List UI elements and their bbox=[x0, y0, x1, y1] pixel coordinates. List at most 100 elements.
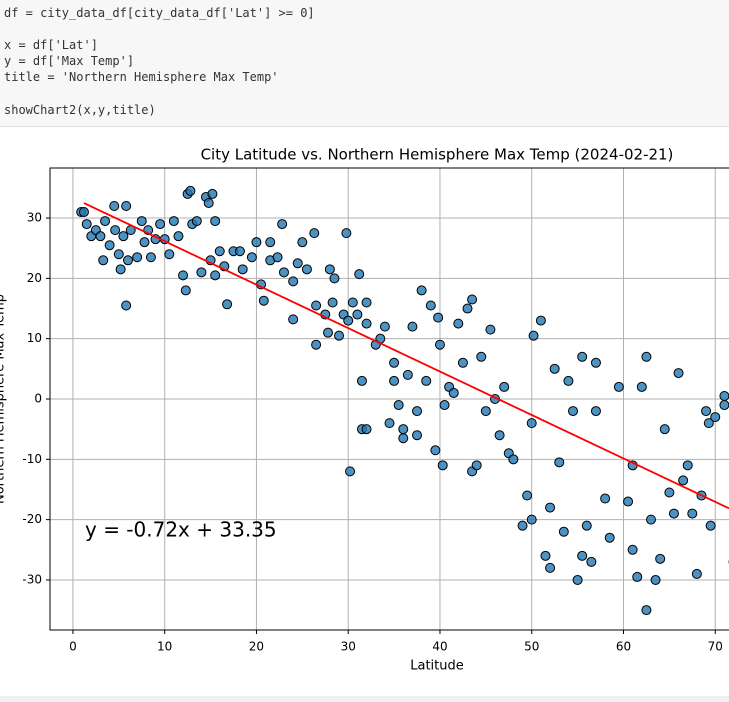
scatter-point bbox=[173, 231, 184, 242]
scatter-point bbox=[329, 273, 340, 284]
scatter-point bbox=[155, 219, 166, 230]
scatter-point bbox=[115, 264, 126, 275]
scatter-point bbox=[467, 294, 478, 305]
footer bbox=[0, 696, 729, 702]
scatter-point bbox=[113, 249, 124, 260]
scatter-point bbox=[222, 299, 233, 310]
chart-title: City Latitude vs. Northern Hemisphere Ma… bbox=[201, 146, 674, 164]
scatter-point bbox=[210, 216, 221, 227]
y-tick-label: 20 bbox=[27, 271, 42, 285]
scatter-point bbox=[522, 490, 533, 501]
scatter-point bbox=[600, 493, 611, 504]
scatter-point bbox=[191, 216, 202, 227]
scatter-point bbox=[655, 553, 666, 564]
scatter-point bbox=[494, 430, 505, 441]
scatter-point bbox=[623, 496, 634, 507]
scatter-point bbox=[343, 315, 354, 326]
scatter-point bbox=[277, 219, 288, 230]
scatter-point bbox=[526, 418, 537, 429]
scatter-point bbox=[710, 412, 721, 423]
scatter-point bbox=[292, 258, 303, 269]
scatter-point bbox=[545, 562, 556, 573]
scatter-point bbox=[641, 351, 652, 362]
scatter-point bbox=[109, 200, 120, 211]
scatter-point bbox=[412, 406, 423, 417]
scatter-point bbox=[393, 400, 404, 411]
x-tick-label: 70 bbox=[708, 640, 723, 654]
scatter-point bbox=[180, 285, 191, 296]
chart: City Latitude vs. Northern Hemisphere Ma… bbox=[0, 146, 729, 674]
scatter-point bbox=[421, 375, 432, 386]
scatter-point bbox=[412, 430, 423, 441]
scatter-point bbox=[691, 568, 702, 579]
scatter-point bbox=[659, 424, 670, 435]
scatter-point bbox=[499, 381, 510, 392]
scatter-point bbox=[701, 406, 712, 417]
scatter-point bbox=[650, 574, 661, 585]
x-tick-label: 60 bbox=[616, 640, 631, 654]
scatter-point bbox=[121, 200, 132, 211]
scatter-point bbox=[476, 351, 487, 362]
scatter-point bbox=[118, 231, 129, 242]
scatter-point bbox=[324, 264, 335, 275]
scatter-point bbox=[448, 387, 459, 398]
scatter-point bbox=[719, 400, 729, 411]
scatter-point bbox=[572, 574, 583, 585]
scatter-point bbox=[430, 445, 441, 456]
scatter-point bbox=[207, 188, 218, 199]
scatter-point bbox=[535, 315, 546, 326]
scatter-point bbox=[311, 339, 322, 350]
scatter-point bbox=[549, 363, 560, 374]
x-tick-label: 30 bbox=[341, 640, 356, 654]
scatter-point bbox=[384, 418, 395, 429]
scatter-point bbox=[178, 270, 189, 281]
scatter-point bbox=[705, 520, 716, 531]
code-line: showChart2(x,y,title) bbox=[4, 103, 156, 117]
scatter-point bbox=[210, 270, 221, 281]
x-axis-label: Latitude bbox=[410, 659, 464, 674]
y-tick-label: 0 bbox=[34, 392, 42, 406]
scatter-point bbox=[265, 237, 276, 248]
scatter-point bbox=[361, 424, 372, 435]
scatter-point bbox=[590, 406, 601, 417]
scatter-point bbox=[719, 390, 729, 401]
scatter-point bbox=[540, 550, 551, 561]
scatter-point bbox=[168, 216, 179, 227]
scatter-point bbox=[554, 457, 565, 468]
scatter-point bbox=[110, 225, 121, 236]
scatter-point bbox=[604, 532, 615, 543]
scatter-point bbox=[132, 252, 143, 263]
scatter-point bbox=[327, 297, 338, 308]
scatter-point bbox=[508, 454, 519, 465]
scatter-point bbox=[272, 252, 283, 263]
scatter-point bbox=[354, 269, 365, 280]
scatter-point bbox=[311, 300, 322, 311]
scatter-point bbox=[352, 309, 363, 320]
scatter-point bbox=[234, 246, 245, 257]
scatter-point bbox=[136, 216, 147, 227]
scatter-point bbox=[301, 264, 312, 275]
scatter-point bbox=[586, 556, 597, 567]
scatter-point bbox=[407, 321, 418, 332]
scatter-point bbox=[402, 369, 413, 380]
scatter-point bbox=[425, 300, 436, 311]
scatter-point bbox=[437, 460, 448, 471]
scatter-point bbox=[703, 418, 714, 429]
scatter-point bbox=[389, 357, 400, 368]
y-tick-label: -10 bbox=[22, 452, 42, 466]
scatter-point bbox=[246, 252, 257, 263]
scatter-point bbox=[345, 466, 356, 477]
scatter-point bbox=[139, 237, 150, 248]
scatter-point bbox=[558, 526, 569, 537]
code-line: title = 'Northern Hemisphere Max Temp' bbox=[4, 70, 279, 84]
scatter-point bbox=[98, 255, 109, 266]
x-tick-label: 20 bbox=[249, 640, 264, 654]
scatter-point bbox=[563, 375, 574, 386]
code-line: y = df['Max Temp'] bbox=[4, 54, 135, 68]
scatter-point bbox=[678, 475, 689, 486]
scatter-point bbox=[341, 228, 352, 239]
scatter-point bbox=[577, 351, 588, 362]
y-tick-label: 30 bbox=[27, 211, 42, 225]
scatter-point bbox=[485, 324, 496, 335]
